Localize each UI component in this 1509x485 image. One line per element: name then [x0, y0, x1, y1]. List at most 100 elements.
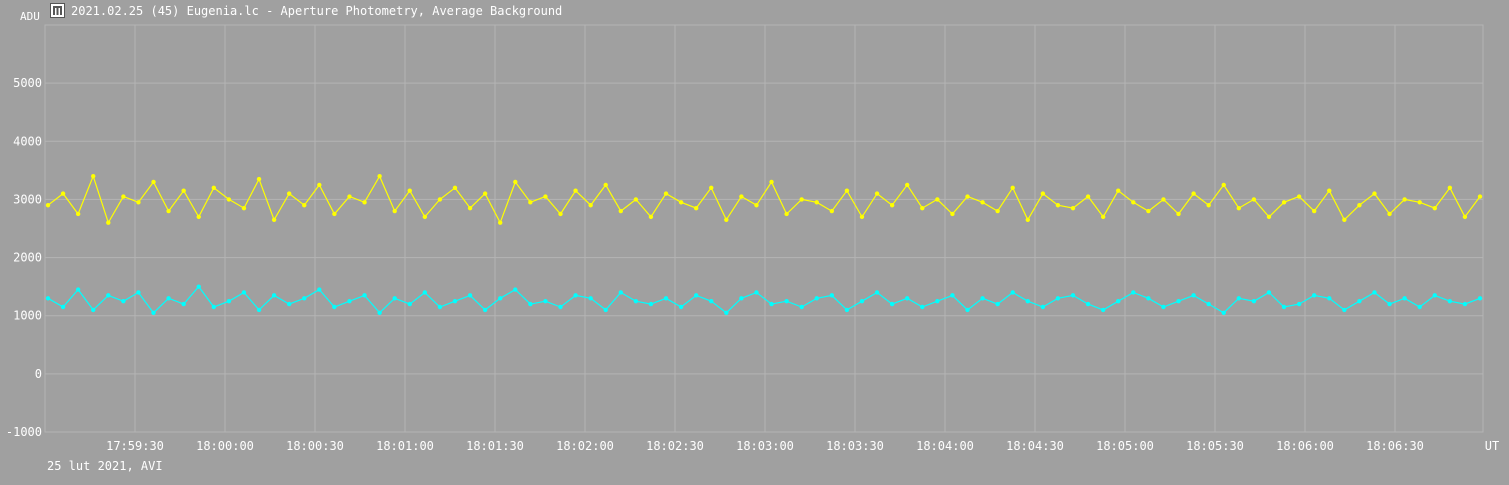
data-point-background: [302, 296, 307, 301]
data-point-photometry: [1266, 214, 1272, 220]
data-point-background: [1100, 307, 1106, 313]
data-point-photometry: [920, 205, 925, 211]
x-tick-label: 18:01:00: [376, 439, 434, 453]
data-point-background: [1372, 290, 1377, 295]
x-tick-label: 18:02:00: [556, 439, 614, 453]
data-point-background: [528, 301, 533, 307]
data-point-background: [286, 301, 292, 307]
data-point-background: [648, 301, 654, 307]
data-point-photometry: [754, 203, 759, 208]
data-point-background: [1221, 310, 1226, 316]
data-point-photometry: [769, 179, 774, 185]
data-point-background: [558, 304, 563, 310]
x-tick-label: 18:05:00: [1096, 439, 1154, 453]
x-tick-label: 18:00:30: [286, 439, 344, 453]
data-point-photometry: [1010, 185, 1015, 190]
data-point-background: [1010, 290, 1015, 295]
data-point-background: [513, 287, 518, 292]
data-point-photometry: [1387, 211, 1392, 217]
data-point-photometry: [603, 182, 608, 188]
data-point-photometry: [618, 208, 623, 214]
data-point-background: [317, 287, 322, 292]
data-point-background: [166, 296, 171, 301]
data-point-background: [422, 290, 428, 295]
data-point-background: [844, 307, 850, 313]
chart-title: 2021.02.25 (45) Eugenia.lc - Aperture Ph…: [71, 3, 563, 18]
data-point-photometry: [181, 188, 186, 193]
data-point-photometry: [513, 179, 518, 185]
data-point-photometry: [1327, 188, 1332, 193]
data-point-photometry: [1477, 194, 1483, 199]
x-tick-label: 17:59:30: [106, 439, 164, 453]
data-point-photometry: [844, 188, 850, 193]
data-point-photometry: [859, 214, 865, 220]
axis-labels: -1000 0 1000 2000 3000 4000 5000 17:59:30 18:00:…: [6, 76, 1499, 453]
data-point-background: [1432, 293, 1437, 298]
data-point-photometry: [1191, 191, 1196, 196]
data-point-photometry: [1176, 211, 1181, 217]
data-point-background: [407, 301, 412, 307]
title-bar: 2021.02.25 (45) Eugenia.lc - Aperture Ph…: [50, 3, 562, 18]
data-point-photometry: [935, 197, 940, 202]
data-point-background: [1131, 290, 1136, 295]
data-point-background: [498, 296, 503, 301]
data-point-photometry: [482, 191, 488, 196]
data-point-background: [859, 298, 865, 304]
data-point-background: [1070, 293, 1076, 298]
data-point-photometry: [1251, 197, 1257, 202]
data-point-photometry: [1462, 214, 1468, 220]
x-tick-label: 18:04:30: [1006, 439, 1064, 453]
data-point-photometry: [332, 211, 337, 217]
x-tick-label: 18:01:30: [466, 439, 524, 453]
data-point-background: [769, 301, 774, 307]
data-point-background: [467, 293, 473, 298]
y-tick-label: 4000: [13, 134, 42, 148]
plot-frame: [44, 24, 1484, 433]
data-point-background: [347, 298, 352, 304]
data-point-background: [603, 307, 608, 313]
data-point-background: [377, 310, 382, 316]
data-point-photometry: [136, 200, 141, 205]
app-icon: [50, 3, 65, 18]
data-point-photometry: [422, 214, 428, 220]
data-point-photometry: [75, 211, 81, 217]
data-point-photometry: [588, 203, 593, 208]
x-tick-label: 18:05:30: [1186, 439, 1244, 453]
y-tick-label: 1000: [13, 309, 42, 323]
data-point-background: [211, 304, 217, 310]
data-point-background: [965, 307, 970, 313]
data-point-photometry: [362, 200, 367, 205]
data-point-background: [995, 301, 1000, 307]
data-point-photometry: [211, 185, 217, 190]
y-tick-label: 5000: [13, 76, 42, 90]
data-point-background: [332, 304, 337, 310]
data-point-background: [106, 293, 111, 298]
data-point-background: [45, 296, 51, 301]
data-point-background: [482, 307, 488, 313]
data-point-background: [543, 298, 548, 304]
data-point-photometry: [874, 191, 880, 196]
data-point-background: [1296, 301, 1302, 307]
data-point-background: [91, 307, 96, 313]
data-point-photometry: [573, 188, 578, 193]
data-point-photometry: [226, 197, 232, 202]
data-point-background: [437, 304, 443, 310]
data-point-background: [1266, 290, 1272, 295]
data-point-background: [784, 298, 789, 304]
data-point-background: [1116, 298, 1121, 304]
data-point-photometry: [1131, 200, 1136, 205]
data-point-background: [980, 296, 985, 301]
data-point-background: [889, 301, 895, 307]
grid-lines: [44, 24, 1484, 433]
data-point-photometry: [1116, 188, 1121, 193]
data-point-photometry: [452, 185, 458, 190]
data-point-background: [874, 290, 880, 295]
data-point-photometry: [1447, 185, 1453, 190]
data-point-photometry: [980, 200, 985, 205]
data-point-photometry: [829, 208, 835, 214]
data-point-background: [1342, 307, 1347, 313]
x-tick-label: 18:02:30: [646, 439, 704, 453]
data-point-photometry: [1311, 208, 1317, 214]
data-point-background: [920, 304, 925, 310]
data-point-background: [1236, 296, 1242, 301]
